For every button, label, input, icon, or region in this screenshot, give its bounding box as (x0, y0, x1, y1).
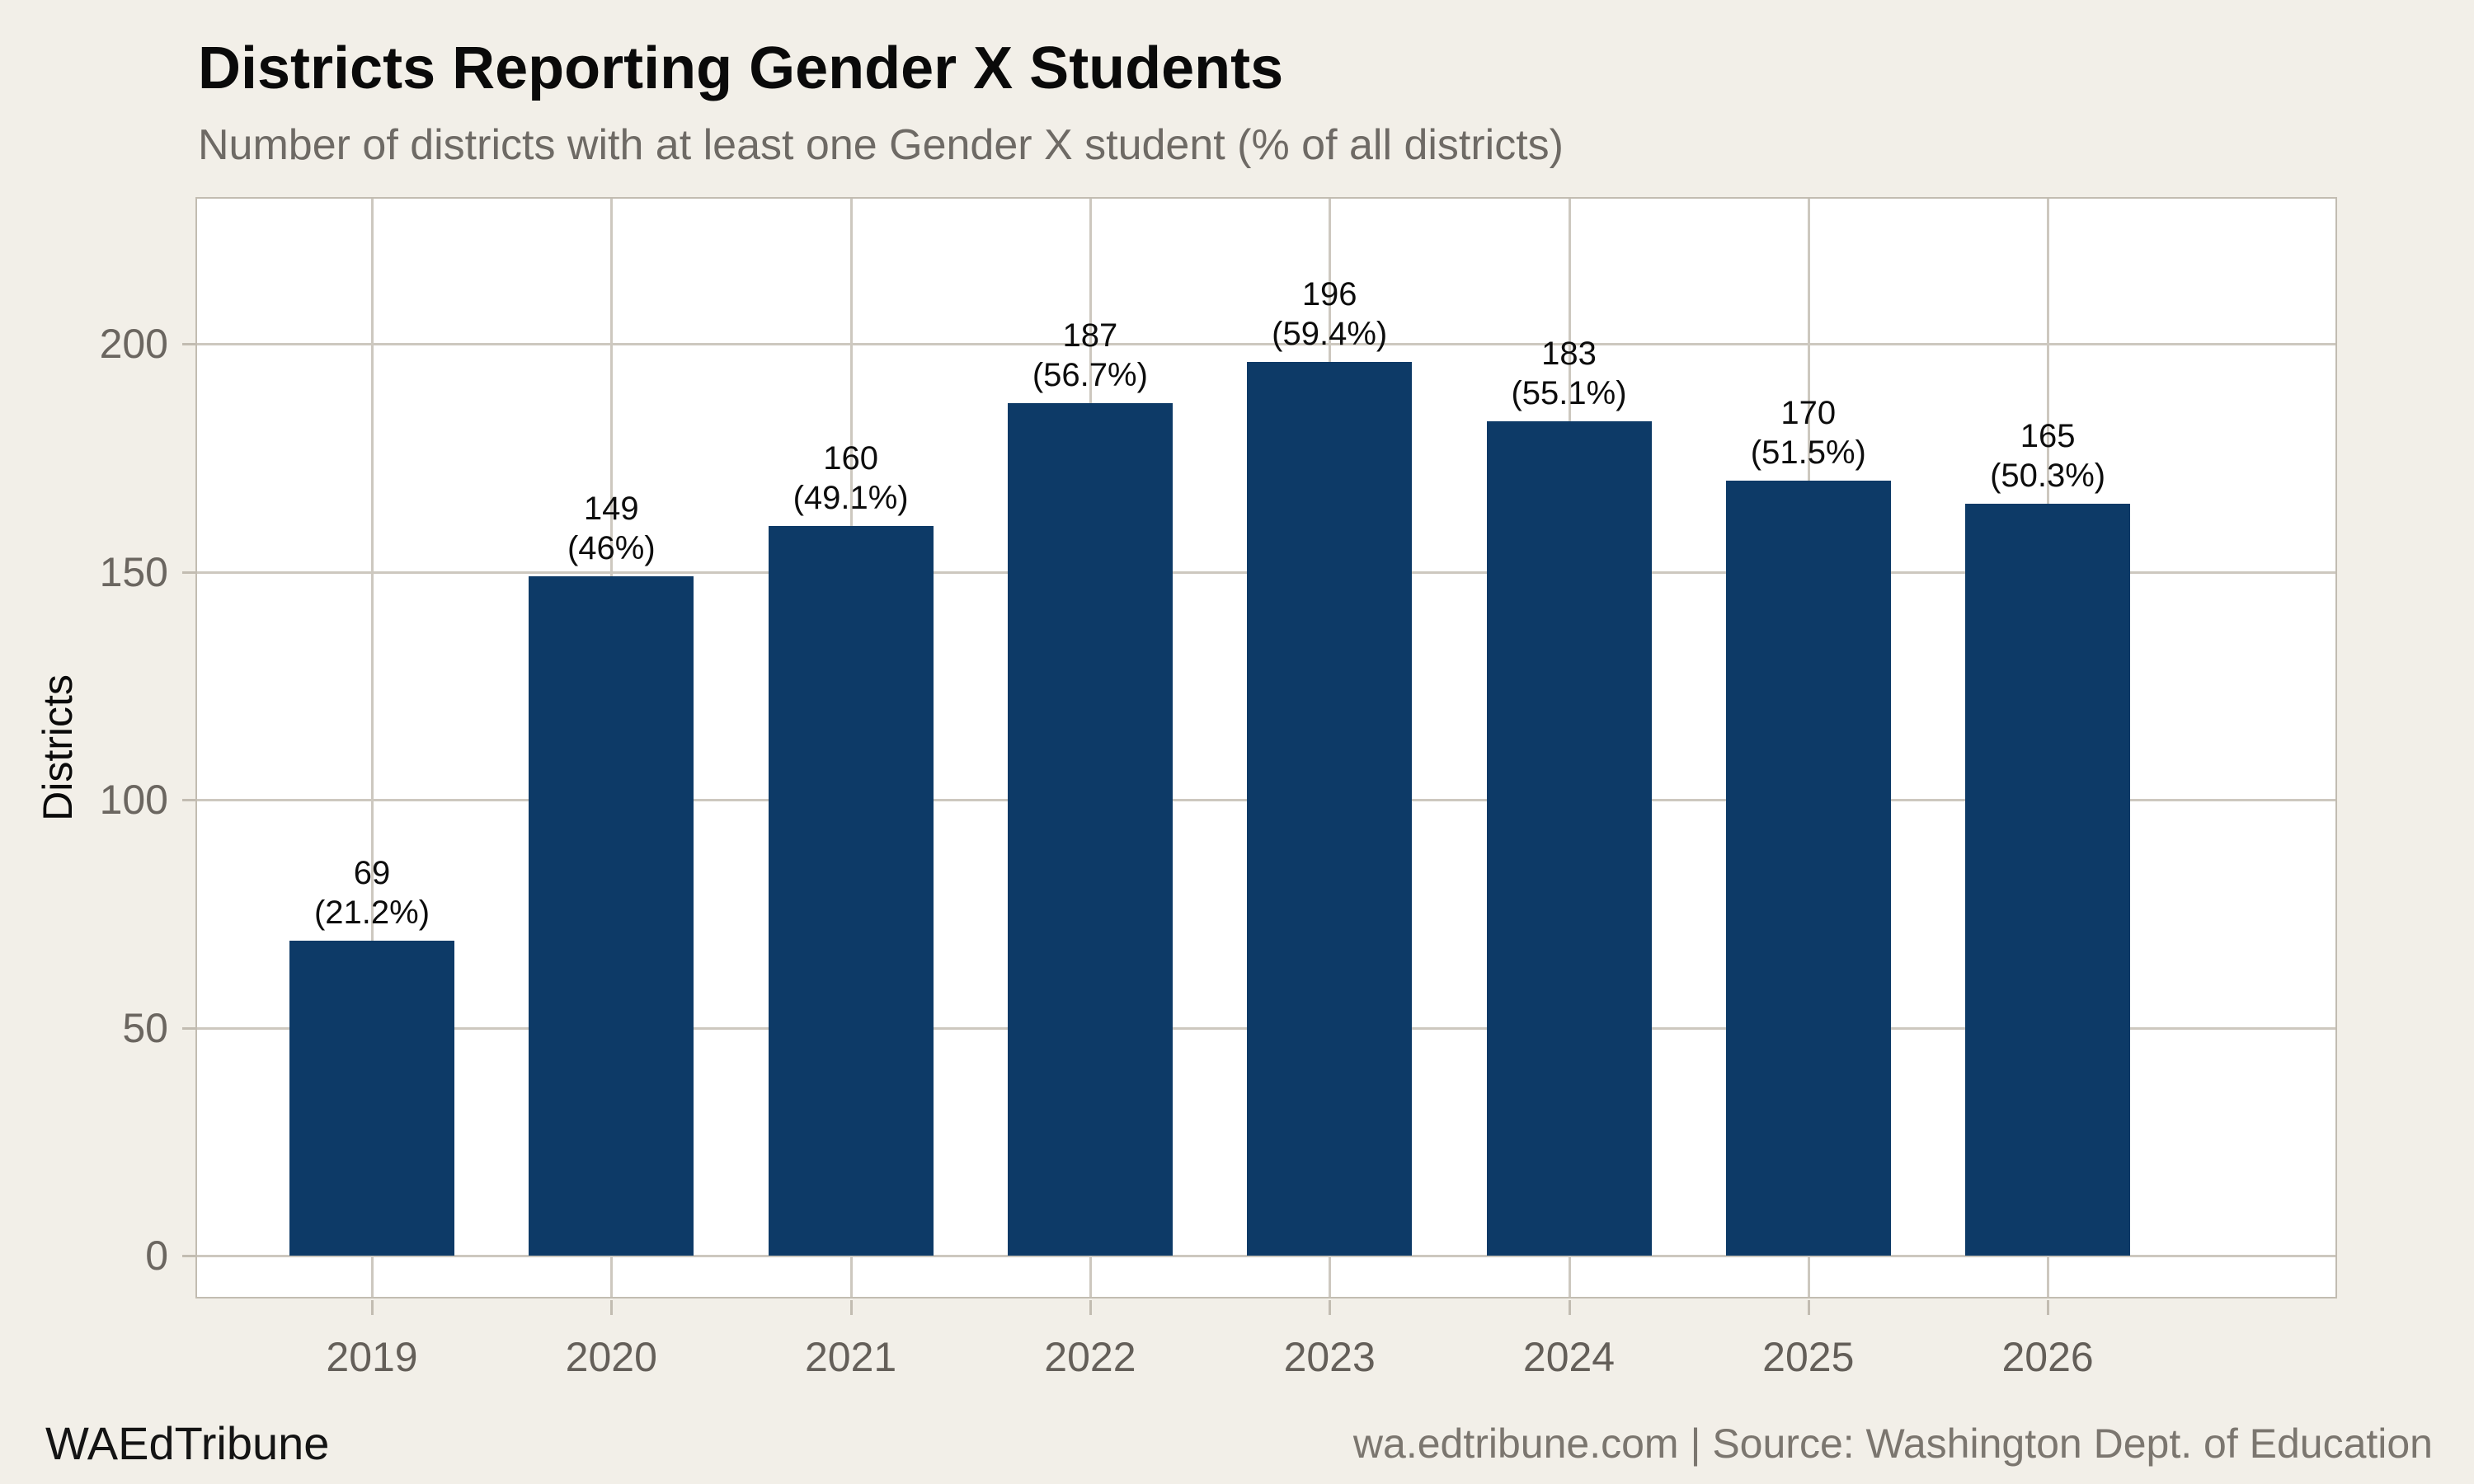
footer-brand: WAEdTribune (45, 1417, 330, 1469)
footer-source-line: wa.edtribune.com | Source: Washington De… (1352, 1421, 2433, 1467)
bar-percent-label: (59.4%) (1272, 316, 1388, 353)
bar-value-label: 165 (50.3%) (1990, 416, 2105, 495)
bar-count-label: 160 (823, 440, 878, 477)
bar-2025 (1725, 480, 1891, 1256)
y-tick-mark (182, 343, 195, 345)
x-tick-mark (849, 1300, 853, 1315)
bar-2026 (1965, 503, 2131, 1256)
x-tick-mark (1089, 1300, 1092, 1315)
bar-percent-label: (55.1%) (1511, 375, 1627, 411)
bar-2022 (1007, 402, 1173, 1256)
bar-percent-label: (49.1%) (793, 480, 909, 517)
x-tick-mark (371, 1300, 374, 1315)
y-tick-mark (182, 571, 195, 574)
x-tick-label: 2021 (804, 1334, 897, 1380)
x-tick-label: 2022 (1044, 1334, 1136, 1380)
bar-value-label: 69 (21.2%) (314, 853, 430, 932)
y-tick-mark (182, 1026, 195, 1030)
y-tick-label: 50 (122, 1004, 168, 1051)
bar-percent-label: (50.3%) (1990, 457, 2106, 494)
x-tick-mark (1807, 1300, 1810, 1315)
bar-count-label: 183 (1541, 336, 1597, 372)
y-tick-label: 0 (145, 1233, 168, 1279)
bar-value-label: 196 (59.4%) (1272, 275, 1387, 354)
x-tick-label: 2026 (2001, 1334, 2094, 1380)
chart-title: Districts Reporting Gender X Students (198, 35, 1284, 101)
bar-2021 (768, 526, 934, 1256)
y-tick-mark (182, 799, 195, 801)
y-tick-mark (182, 1255, 195, 1257)
bar-2019 (289, 941, 454, 1256)
x-tick-label: 2024 (1522, 1334, 1616, 1380)
x-tick-mark (2047, 1300, 2050, 1315)
bar-percent-label: (56.7%) (1032, 356, 1148, 393)
bar-value-label: 170 (51.5%) (1751, 393, 1866, 472)
bar-count-label: 69 (353, 855, 391, 892)
y-gridline (197, 1255, 2335, 1257)
y-gridline (197, 343, 2335, 345)
bar-count-label: 187 (1062, 317, 1118, 354)
bar-value-label: 183 (55.1%) (1511, 334, 1626, 413)
x-tick-mark (610, 1300, 614, 1315)
x-tick-label: 2020 (565, 1334, 657, 1380)
bar-percent-label: (21.2%) (313, 895, 430, 932)
x-tick-label: 2025 (1762, 1334, 1855, 1380)
plot-panel: 0 50 100 150 200 69 (21.2%) 2019 149 (46%) 2020 160… (100, 197, 2337, 1380)
y-tick-label: 200 (99, 321, 168, 367)
bar-count-label: 149 (583, 491, 639, 528)
bar-value-label: 149 (46%) (567, 489, 656, 568)
bar-count-label: 196 (1301, 276, 1357, 313)
bar-percent-label: (51.5%) (1750, 434, 1866, 471)
x-gridline (371, 199, 374, 1297)
x-tick-mark (1329, 1300, 1332, 1315)
x-tick-label: 2023 (1283, 1334, 1376, 1380)
bar-percent-label: (46%) (567, 530, 656, 567)
bar-2023 (1247, 362, 1413, 1256)
bar-value-label: 187 (56.7%) (1032, 316, 1148, 395)
bar-count-label: 170 (1780, 394, 1837, 431)
x-tick-label: 2019 (326, 1334, 418, 1380)
x-tick-mark (1568, 1300, 1571, 1315)
bar-value-label: 160 (49.1%) (793, 439, 909, 518)
bar-2024 (1486, 421, 1652, 1256)
y-tick-label: 100 (99, 777, 168, 823)
chart-subtitle: Number of districts with at least one Ge… (198, 121, 1564, 169)
bar-2020 (529, 576, 694, 1256)
bar-count-label: 165 (2020, 417, 2076, 454)
y-tick-label: 150 (99, 548, 168, 595)
